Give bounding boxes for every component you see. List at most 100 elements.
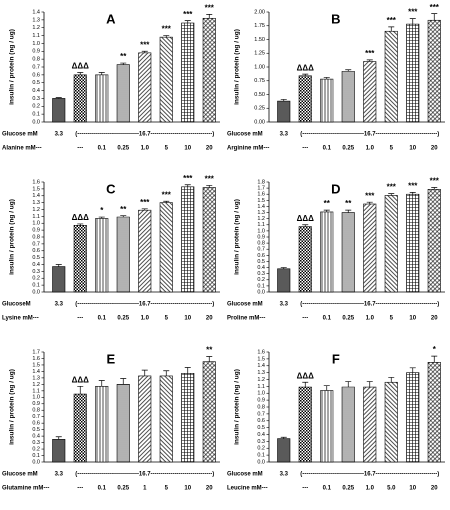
y-tick-label: 0.8: [32, 408, 40, 414]
bar: [116, 64, 130, 123]
panel-title: D: [331, 181, 340, 196]
bar: [384, 30, 398, 123]
error-bar: [163, 35, 170, 38]
significance-label: ***: [205, 3, 215, 12]
panel-title: F: [332, 351, 340, 366]
y-tick-label: 0.75: [254, 78, 265, 84]
y-tick-label: 1.2: [32, 25, 40, 31]
bar: [138, 375, 152, 463]
x-tick-label: ---: [77, 486, 83, 492]
bar: [341, 71, 355, 123]
x-tick-label: 0.25: [342, 486, 354, 492]
y-tick-label: 0.4: [32, 88, 40, 94]
x-tick-label: ---: [77, 146, 83, 152]
error-bar: [323, 209, 330, 212]
glucose-low: 3.3: [55, 132, 64, 138]
y-tick-label: 0.5: [257, 425, 265, 431]
bar: [116, 384, 130, 463]
y-tick-label: 1.1: [32, 214, 40, 220]
row-label: Lysine mM---: [2, 316, 39, 322]
bar: [363, 386, 377, 463]
significance-label: ***: [183, 174, 193, 183]
y-tick-label: 1.1: [32, 388, 40, 394]
error-bar: [141, 369, 148, 376]
bar: [95, 218, 109, 293]
bar: [320, 390, 334, 463]
significance-label: ***: [430, 177, 440, 186]
error-bar: [345, 381, 352, 388]
y-tick-label: 1.4: [32, 9, 40, 15]
bar: [298, 75, 312, 123]
significance-label: **: [345, 199, 352, 208]
x-tick-label: 10: [409, 316, 416, 322]
x-tick-label: 1.0: [141, 316, 150, 322]
y-tick-label: 0.7: [32, 414, 40, 420]
error-bar: [163, 200, 170, 203]
y-tick-label: 0.0: [32, 119, 40, 125]
bar: [320, 211, 334, 293]
y-tick-label: 0.3: [257, 439, 265, 445]
bar: [384, 195, 398, 293]
y-tick-label: 0.1: [257, 453, 265, 459]
x-tick-label: ---: [77, 316, 83, 322]
x-tick-label: 10: [409, 486, 416, 492]
y-tick-label: 1.3: [32, 17, 40, 23]
x-tick-label: 20: [431, 146, 438, 152]
y-tick-label: 1.3: [32, 375, 40, 381]
y-tick-label: 1.5: [32, 362, 40, 368]
y-tick-label: 0.5: [32, 255, 40, 261]
panel-title: A: [106, 11, 116, 26]
y-tick-label: 1.6: [32, 356, 40, 362]
x-tick-label: 0.25: [117, 486, 129, 492]
y-tick-label: 1.0: [257, 228, 265, 234]
row-label: Glucose mM: [227, 132, 263, 138]
significance-label: ***: [365, 191, 375, 200]
y-tick-label: 0.8: [257, 241, 265, 247]
x-tick-label: 20: [431, 316, 438, 322]
y-tick-label: 0.7: [257, 247, 265, 253]
bar: [406, 372, 420, 463]
x-tick-label: 0.1: [323, 146, 332, 152]
glucose-low: 3.3: [55, 472, 64, 478]
significance-label: *: [433, 345, 437, 354]
y-tick-label: 1.2: [257, 377, 265, 383]
y-tick-label: 0.5: [32, 80, 40, 86]
error-bar: [409, 18, 416, 25]
error-bar: [388, 193, 395, 196]
y-tick-label: 0.2: [257, 277, 265, 283]
significance-label: ***: [365, 49, 375, 58]
bar: [406, 23, 420, 123]
bar: [341, 386, 355, 463]
y-tick-label: 1.3: [257, 370, 265, 376]
y-axis-label: insulin / protein (ng / ug): [234, 199, 241, 275]
bar: [138, 52, 152, 123]
y-tick-label: 1.4: [257, 204, 265, 210]
row-label: Glutamine mM---: [2, 486, 49, 492]
y-tick-label: 1.2: [32, 207, 40, 213]
x-tick-label: ---: [302, 146, 308, 152]
y-tick-label: 0.3: [32, 269, 40, 275]
y-tick-label: 1.0: [257, 391, 265, 397]
error-bar: [163, 370, 170, 376]
error-bar: [206, 185, 213, 188]
error-bar: [431, 187, 438, 190]
y-tick-label: 1.5: [257, 198, 265, 204]
y-tick-label: 0.2: [257, 446, 265, 452]
row-label: Glucose mM: [227, 472, 263, 478]
glucose-low: 3.3: [280, 472, 289, 478]
glucose-high: (-------------------------------16.7----…: [75, 132, 214, 138]
y-tick-label: 0.4: [257, 265, 265, 271]
error-bar: [366, 59, 373, 62]
significance-label: ***: [387, 16, 397, 25]
bar: [427, 189, 441, 293]
error-bar: [55, 264, 62, 267]
x-tick-label: 10: [184, 146, 191, 152]
significance-label: ***: [408, 8, 418, 17]
error-bar: [55, 436, 62, 440]
x-tick-label: 10: [184, 486, 191, 492]
significance-label: ***: [387, 183, 397, 192]
row-label: Proline mM---: [227, 316, 265, 322]
